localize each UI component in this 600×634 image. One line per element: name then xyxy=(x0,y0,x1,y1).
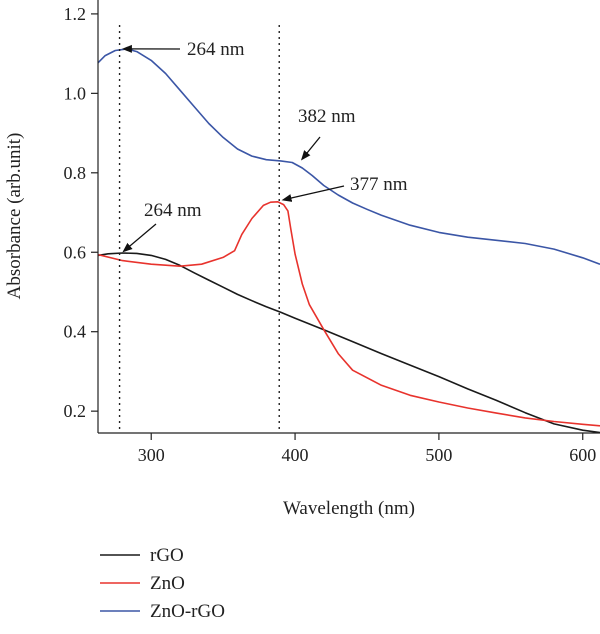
y-tick-label-1.2: 1.2 xyxy=(64,4,87,24)
y-tick-label-0.2: 0.2 xyxy=(64,401,87,421)
annotation-arrow-2 xyxy=(300,136,321,161)
x-tick-label-300: 300 xyxy=(138,445,165,465)
x-tick-label-500: 500 xyxy=(425,445,452,465)
x-tick-label-400: 400 xyxy=(282,445,309,465)
annotation-label-4: 264 nm xyxy=(144,200,202,221)
series-line-rgo xyxy=(97,252,600,434)
legend: rGO ZnO ZnO-rGO xyxy=(100,545,225,622)
y-axis-title: Absorbance (arb.unit) xyxy=(4,133,25,300)
annotation-label-2: 382 nm xyxy=(298,106,356,127)
y-tick-label-0.6: 0.6 xyxy=(64,242,87,262)
series-line-zno-rgo xyxy=(97,48,600,265)
legend-label-zno: ZnO xyxy=(150,573,185,594)
annotation-label-1: 264 nm xyxy=(187,39,245,60)
y-tick-label-0.8: 0.8 xyxy=(64,163,87,183)
x-axis-title: Wavelength (nm) xyxy=(283,498,415,519)
x-tick-label-600: 600 xyxy=(569,445,596,465)
legend-label-rgo: rGO xyxy=(150,545,184,566)
series-line-zno xyxy=(97,201,600,427)
axis-ticks: 300 400 500 600 0.2 0.4 0.6 0.8 1.0 1.2 xyxy=(64,4,597,465)
series-layer xyxy=(97,48,600,434)
reference-lines xyxy=(118,25,280,433)
annotation-arrow-4 xyxy=(122,223,157,253)
y-tick-label-0.4: 0.4 xyxy=(64,322,87,342)
annotation-label-3: 377 nm xyxy=(350,174,408,195)
annotations: 264 nm 382 nm 377 nm 264 nm xyxy=(121,39,408,253)
annotation-arrow-3 xyxy=(281,185,345,202)
legend-label-zno-rgo: ZnO-rGO xyxy=(150,601,225,622)
y-tick-label-1.0: 1.0 xyxy=(64,83,87,103)
